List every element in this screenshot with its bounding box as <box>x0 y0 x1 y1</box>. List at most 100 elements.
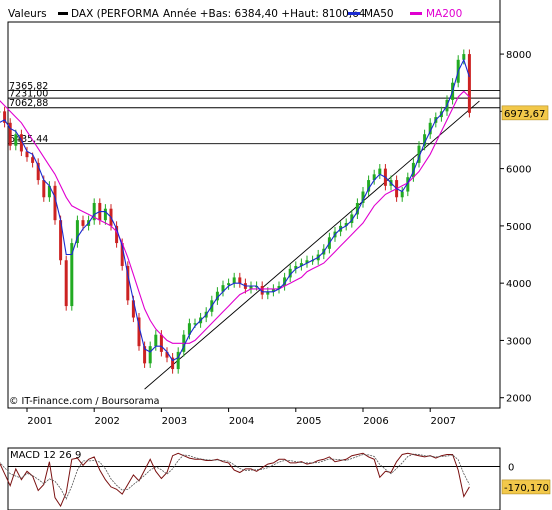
ma200-legend-swatch <box>410 12 422 15</box>
price-bar-body <box>266 291 270 295</box>
series-label: Valeurs <box>8 8 47 20</box>
y-tick-label: 8000 <box>506 50 531 61</box>
price-bar-body <box>462 54 466 60</box>
level-label: 7365,82 <box>9 81 48 92</box>
price-bar-body <box>277 286 281 289</box>
price-bar-body <box>53 185 57 221</box>
price-legend-swatch <box>58 12 68 15</box>
price-plot-area: 2001 2002 2003 2004 2005 2006 2007 2000 3000 4000… <box>0 0 549 427</box>
macd-frame <box>7 447 501 510</box>
price-bar-body <box>227 283 231 286</box>
price-bar-body <box>378 168 382 175</box>
price-bar-body <box>36 162 40 181</box>
price-bar-body <box>64 260 68 307</box>
ma200-legend-label: MA200 <box>426 8 462 20</box>
y-tick-label: 2000 <box>506 394 531 405</box>
price-bar-body <box>70 243 74 307</box>
price-bar-body <box>25 151 29 158</box>
macd-last-label: -170,170 <box>504 483 549 494</box>
price-bar-body <box>19 134 23 152</box>
macd-line <box>0 452 470 508</box>
macd-zero-label: 0 <box>508 463 514 474</box>
ma50-legend-swatch <box>348 12 360 15</box>
price-bar-body <box>14 134 18 146</box>
macd-signal-line <box>0 453 470 500</box>
period-info: Année +Bas: 6384,40 +Haut: 8100,64 <box>163 8 366 20</box>
x-tick-label: 2004 <box>229 416 254 427</box>
price-bar-body <box>165 351 169 358</box>
level-label: 7231,00 <box>9 89 48 100</box>
price-bar-body <box>238 277 242 284</box>
price-bar-body <box>249 286 253 289</box>
price-bar-body <box>159 334 163 352</box>
price-bar-body <box>260 286 264 295</box>
x-tick-label: 2001 <box>27 416 52 427</box>
price-bar-body <box>59 220 63 261</box>
price-bar-body <box>176 351 180 370</box>
price-bar-body <box>42 180 46 198</box>
price-bar-body <box>215 291 219 301</box>
price-bar-body <box>355 202 359 215</box>
x-tick-label: 2002 <box>94 416 119 427</box>
price-bar-body <box>288 268 292 278</box>
price-bar-body <box>81 220 85 226</box>
ma200-line <box>0 90 470 344</box>
price-bar-body <box>417 145 421 163</box>
price-bar-body <box>299 263 303 266</box>
price-bar-body <box>47 185 51 198</box>
price-bar-body <box>271 288 275 292</box>
price-bar-body <box>193 323 197 325</box>
price-bar-body <box>131 300 135 318</box>
last-value-badge <box>501 105 549 121</box>
price-bar-body <box>75 220 79 244</box>
price-bar-body <box>154 334 158 347</box>
price-bar-body <box>137 317 141 347</box>
level-label: 7062,88 <box>9 98 48 109</box>
price-bar-body <box>8 122 12 146</box>
price-bar-body <box>126 265 130 301</box>
credit-text: © IT-Finance.com / Boursorama <box>9 396 159 407</box>
price-bar-body <box>0 111 1 113</box>
plot-frame <box>7 21 501 409</box>
x-tick-label: 2003 <box>162 416 187 427</box>
price-bar-body <box>406 177 410 192</box>
level-label: 6435,44 <box>9 134 48 145</box>
price-bar-body <box>467 54 471 113</box>
x-tick-label: 2007 <box>430 416 455 427</box>
price-bar-body <box>428 122 432 135</box>
y-tick-label: 6000 <box>506 165 531 176</box>
macd-chart: MACD 12 26 9 0 -170,170 <box>0 447 551 510</box>
price-bar-body <box>423 134 427 146</box>
y-tick-label: 5000 <box>506 222 531 233</box>
price-bar-body <box>361 191 365 203</box>
price-bar-body <box>171 357 175 370</box>
price-bar-body <box>92 202 96 221</box>
price-bar-body <box>367 180 371 192</box>
price-bar-body <box>221 285 225 292</box>
price-bar-body <box>148 346 152 364</box>
price-bar-body <box>344 223 348 226</box>
instrument-name: DAX (PERFORMA <box>71 8 160 20</box>
price-bar-body <box>305 260 309 264</box>
price-bar-body <box>294 265 298 269</box>
price-bar-body <box>143 346 147 364</box>
x-tick-label: 2006 <box>363 416 388 427</box>
price-bar-body <box>120 243 124 266</box>
y-tick-label: 3000 <box>506 336 531 347</box>
ma50-line <box>0 58 470 362</box>
last-value-label: 6973,67 <box>504 109 545 120</box>
price-chart: Valeurs DAX (PERFORMA Année +Bas: 6384,4… <box>0 0 549 427</box>
x-tick-label: 2005 <box>296 416 321 427</box>
price-bar-body <box>372 174 376 181</box>
macd-title: MACD 12 26 9 <box>10 450 81 461</box>
y-tick-label: 4000 <box>506 279 531 290</box>
price-bar-body <box>232 277 236 284</box>
macd-last-badge <box>501 479 551 495</box>
price-bar-body <box>283 277 287 287</box>
price-bar-body <box>31 157 35 163</box>
price-bar-body <box>350 214 354 224</box>
price-bar-body <box>103 208 107 221</box>
support-trendline <box>144 100 480 390</box>
price-bar-body <box>187 323 191 335</box>
